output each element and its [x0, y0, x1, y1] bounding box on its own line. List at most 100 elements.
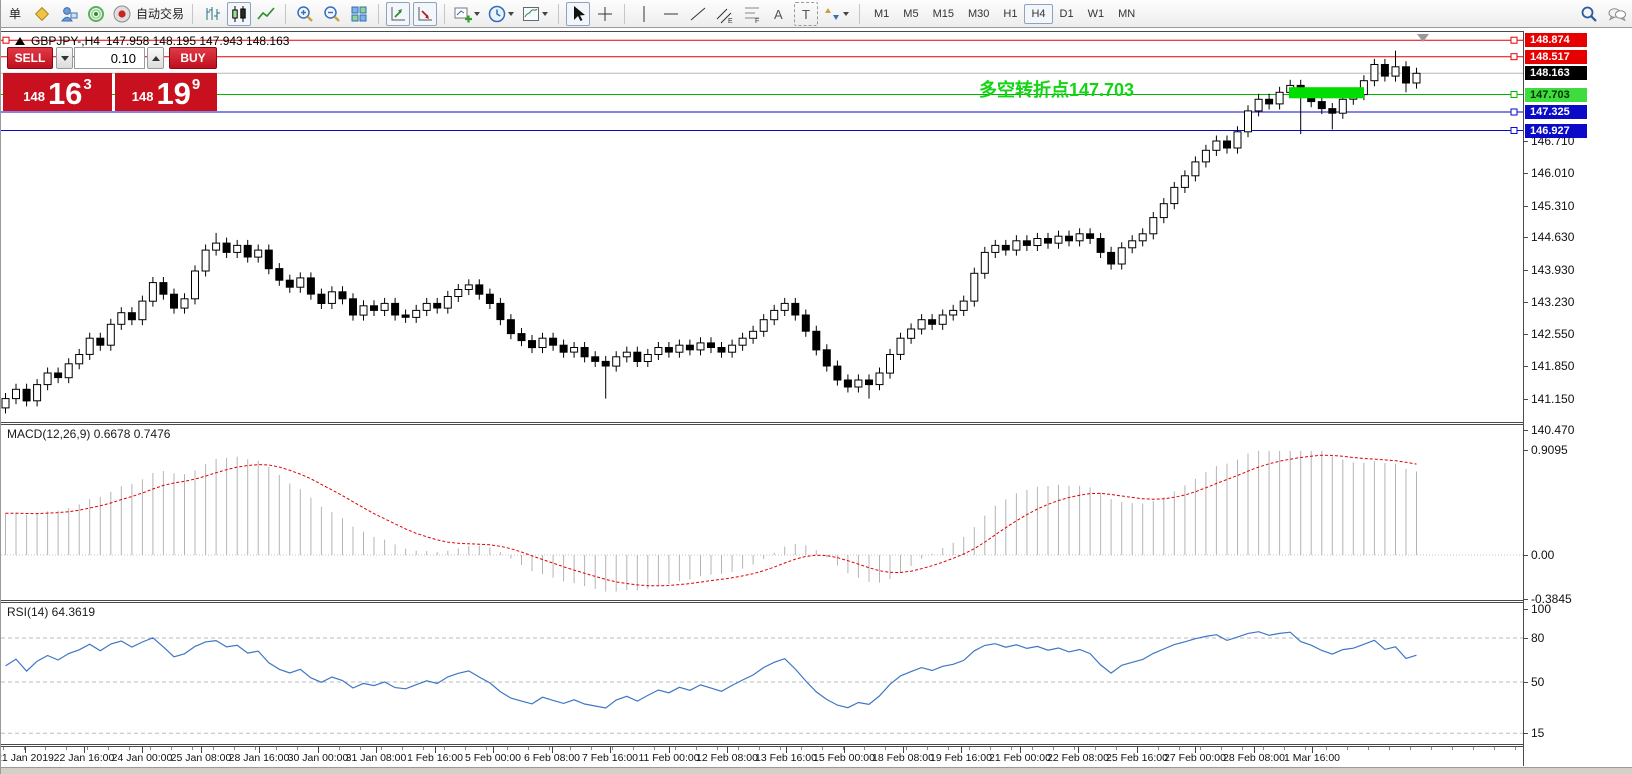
panel-divider [1, 744, 1632, 745]
arrows-tool-button[interactable] [821, 2, 852, 26]
time-label: 30 Jan 00:00 [287, 752, 349, 764]
zoom-in-icon [297, 5, 313, 22]
timeframe-MN[interactable]: MN [1118, 7, 1136, 20]
sell-price-display[interactable]: 148 16 3 [3, 73, 112, 111]
time-tick-mark [1195, 747, 1196, 753]
trendline-button[interactable] [686, 2, 710, 26]
price-level-badge: 146.927 [1525, 124, 1587, 138]
tile-windows-button[interactable] [347, 2, 371, 26]
time-tick-mark [142, 747, 143, 753]
publisher-button[interactable] [30, 2, 54, 26]
macd-tick: 0.00 [1531, 548, 1555, 562]
buy-button[interactable]: BUY [169, 47, 217, 69]
community-icon [61, 6, 78, 21]
time-label: 19 Feb 16:00 [930, 752, 992, 764]
timeframe-M15[interactable]: M15 [932, 7, 954, 20]
panel-divider[interactable] [1, 424, 1632, 425]
price-axis[interactable]: 146.710 146.010 145.310 144.630 143.930 … [1524, 31, 1632, 766]
timeframe-H4[interactable]: H4 [1024, 3, 1053, 24]
toolbar-separator [624, 3, 626, 24]
new-order-button[interactable]: 单 [3, 2, 27, 26]
period-dropdown[interactable] [508, 11, 515, 16]
lot-size-input[interactable]: 0.10 [74, 47, 145, 69]
panel-divider[interactable] [1, 602, 1632, 603]
panel-divider[interactable] [1, 600, 1632, 601]
price-tick-mark [1524, 206, 1528, 207]
lot-increase-button[interactable] [147, 47, 164, 69]
text-label-button[interactable]: T [794, 1, 819, 26]
time-axis[interactable]: 21 Jan 2019 22 Jan 16:00 24 Jan 00:00 25… [1, 747, 1523, 766]
chart-ohlc-values: 147.958 148.195 147.943 148.163 [105, 34, 290, 48]
chat-icon[interactable] [1607, 4, 1627, 24]
channel-button[interactable]: E [713, 2, 737, 26]
time-tick-mark [1254, 747, 1255, 753]
zoom-out-button[interactable] [320, 2, 344, 26]
macd-chart-canvas[interactable] [1, 425, 1523, 600]
chart-symbol-period: GBPJPY-,H4 [31, 34, 100, 48]
rsi-chart-canvas[interactable] [1, 603, 1523, 744]
rsi-tick: 80 [1531, 631, 1545, 645]
buy-price-display[interactable]: 148 19 9 [115, 73, 217, 111]
arrows-icon [825, 7, 840, 20]
macd-label: MACD(12,26,9) 0.6678 0.7476 [7, 427, 171, 441]
price-tick: 146.010 [1531, 166, 1575, 180]
vertical-line-icon [643, 5, 645, 22]
chart-shift-marker[interactable] [1417, 34, 1429, 42]
lot-decrease-button[interactable] [56, 47, 73, 69]
time-tick-mark [1137, 747, 1138, 753]
signals-button[interactable] [84, 2, 108, 26]
price-tick-mark [1524, 141, 1528, 142]
line-chart-button[interactable] [254, 2, 278, 26]
publisher-icon [34, 6, 50, 21]
autotrading-icon [113, 5, 131, 22]
period-button[interactable] [486, 2, 517, 26]
cursor-button[interactable] [566, 1, 591, 26]
crosshair-button[interactable] [593, 2, 617, 26]
new-chart-button[interactable] [452, 2, 483, 26]
sell-button[interactable]: SELL [7, 47, 53, 69]
rsi-tick: 100 [1531, 602, 1552, 616]
sell-price-pips: 16 [47, 76, 83, 111]
timeframe-M5[interactable]: M5 [903, 7, 919, 20]
indicator-window-up-button[interactable] [386, 1, 411, 26]
rsi-tick: 50 [1531, 675, 1545, 689]
text-icon: A [774, 7, 783, 22]
vertical-line-button[interactable] [632, 2, 656, 26]
price-tick: 143.930 [1531, 263, 1575, 277]
bar-chart-button[interactable] [200, 2, 224, 26]
timeframe-M30[interactable]: M30 [967, 7, 990, 20]
candlestick-chart-button[interactable] [227, 1, 252, 26]
timeframe-M1[interactable]: M1 [874, 7, 890, 20]
price-chart-canvas[interactable] [1, 32, 1523, 422]
rsi-tick: 15 [1531, 726, 1545, 740]
autotrading-button[interactable]: 自动交易 [111, 2, 185, 26]
sell-price-base: 148 [23, 89, 45, 104]
new-chart-dropdown[interactable] [474, 11, 481, 16]
timeframe-H1[interactable]: H1 [1003, 7, 1018, 20]
template-dropdown[interactable] [542, 11, 549, 16]
community-button[interactable] [57, 2, 81, 26]
pivot-annotation-text[interactable]: 多空转折点147.703 [979, 80, 1135, 100]
time-tick-mark [669, 747, 670, 753]
timeframe-D1[interactable]: D1 [1059, 7, 1074, 20]
price-tick: 145.310 [1531, 199, 1575, 213]
search-icon[interactable] [1579, 4, 1599, 24]
time-label: 7 Feb 16:00 [581, 752, 639, 764]
price-tick-mark [1524, 334, 1528, 335]
candlestick-icon [232, 5, 246, 22]
horizontal-line-button[interactable] [659, 2, 683, 26]
trade-prices-row: 148 16 3 148 19 9 [3, 73, 217, 111]
text-tool-button[interactable]: A [767, 2, 791, 26]
toolbar-right-group [1579, 4, 1627, 24]
window-bottom-edge [1, 767, 1632, 774]
macd-tick-mark [1524, 555, 1528, 556]
template-button[interactable] [520, 2, 551, 26]
main-toolbar: 单 自动交易 E F A T M1 M5 M15 [1, 0, 1632, 28]
panel-divider[interactable] [1, 422, 1632, 423]
zoom-in-button[interactable] [293, 2, 317, 26]
timeframe-W1[interactable]: W1 [1087, 7, 1105, 20]
time-label: 11 Feb 00:00 [638, 752, 700, 764]
arrows-dropdown[interactable] [843, 11, 850, 16]
indicator-window-down-button[interactable] [413, 1, 438, 26]
fibonacci-button[interactable]: F [740, 2, 764, 26]
